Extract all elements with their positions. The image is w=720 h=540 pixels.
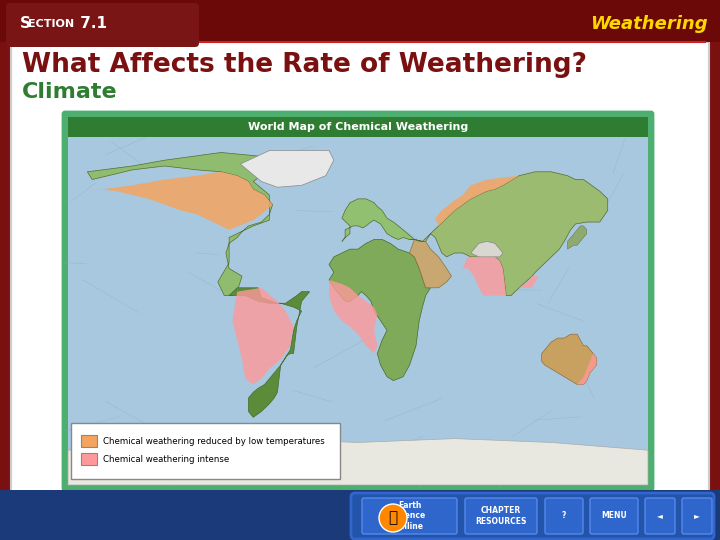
FancyBboxPatch shape [351, 493, 714, 539]
Text: Weathering: Weathering [590, 15, 708, 33]
Polygon shape [541, 334, 596, 384]
Circle shape [379, 504, 407, 532]
Polygon shape [68, 438, 648, 485]
Polygon shape [240, 151, 334, 187]
FancyBboxPatch shape [545, 498, 583, 534]
Text: ◄: ◄ [657, 511, 663, 521]
Text: 🌍: 🌍 [388, 510, 397, 525]
Polygon shape [567, 226, 587, 249]
Polygon shape [471, 241, 503, 257]
FancyBboxPatch shape [11, 42, 709, 496]
FancyBboxPatch shape [645, 498, 675, 534]
Bar [68, 117, 648, 485]
Bar [0, 490, 720, 540]
Polygon shape [87, 172, 273, 230]
Polygon shape [577, 354, 596, 384]
Text: Earth
Science
Online: Earth Science Online [393, 501, 426, 531]
Text: World Map of Chemical Weathering: World Map of Chemical Weathering [248, 122, 468, 132]
Polygon shape [229, 288, 310, 417]
Text: ECTION: ECTION [28, 19, 74, 29]
Polygon shape [436, 176, 519, 226]
Polygon shape [519, 276, 539, 288]
Polygon shape [87, 152, 273, 295]
FancyBboxPatch shape [682, 498, 712, 534]
Bar [81, 453, 97, 465]
Polygon shape [410, 172, 608, 295]
FancyBboxPatch shape [63, 112, 653, 490]
Text: MENU: MENU [601, 511, 627, 521]
FancyBboxPatch shape [71, 423, 340, 479]
Text: ►: ► [694, 511, 700, 521]
Polygon shape [463, 257, 506, 295]
Polygon shape [329, 239, 431, 381]
Polygon shape [329, 280, 377, 354]
Bar [0, 0, 720, 42]
Text: Chemical weathering intense: Chemical weathering intense [103, 455, 229, 463]
Text: Chemical weathering reduced by low temperatures: Chemical weathering reduced by low tempe… [103, 436, 325, 446]
Bar [81, 435, 97, 447]
Polygon shape [233, 288, 294, 384]
Text: What Affects the Rate of Weathering?: What Affects the Rate of Weathering? [22, 52, 587, 78]
Text: ?: ? [562, 511, 566, 521]
FancyBboxPatch shape [6, 3, 199, 47]
Bar [68, 117, 648, 137]
FancyBboxPatch shape [465, 498, 537, 534]
FancyBboxPatch shape [362, 498, 457, 534]
Polygon shape [342, 199, 415, 241]
Text: 7.1: 7.1 [75, 17, 107, 31]
Text: Climate: Climate [22, 82, 117, 102]
Polygon shape [410, 239, 451, 288]
FancyBboxPatch shape [590, 498, 638, 534]
Text: S: S [20, 17, 31, 31]
Text: CHAPTER
RESOURCES: CHAPTER RESOURCES [475, 507, 527, 526]
